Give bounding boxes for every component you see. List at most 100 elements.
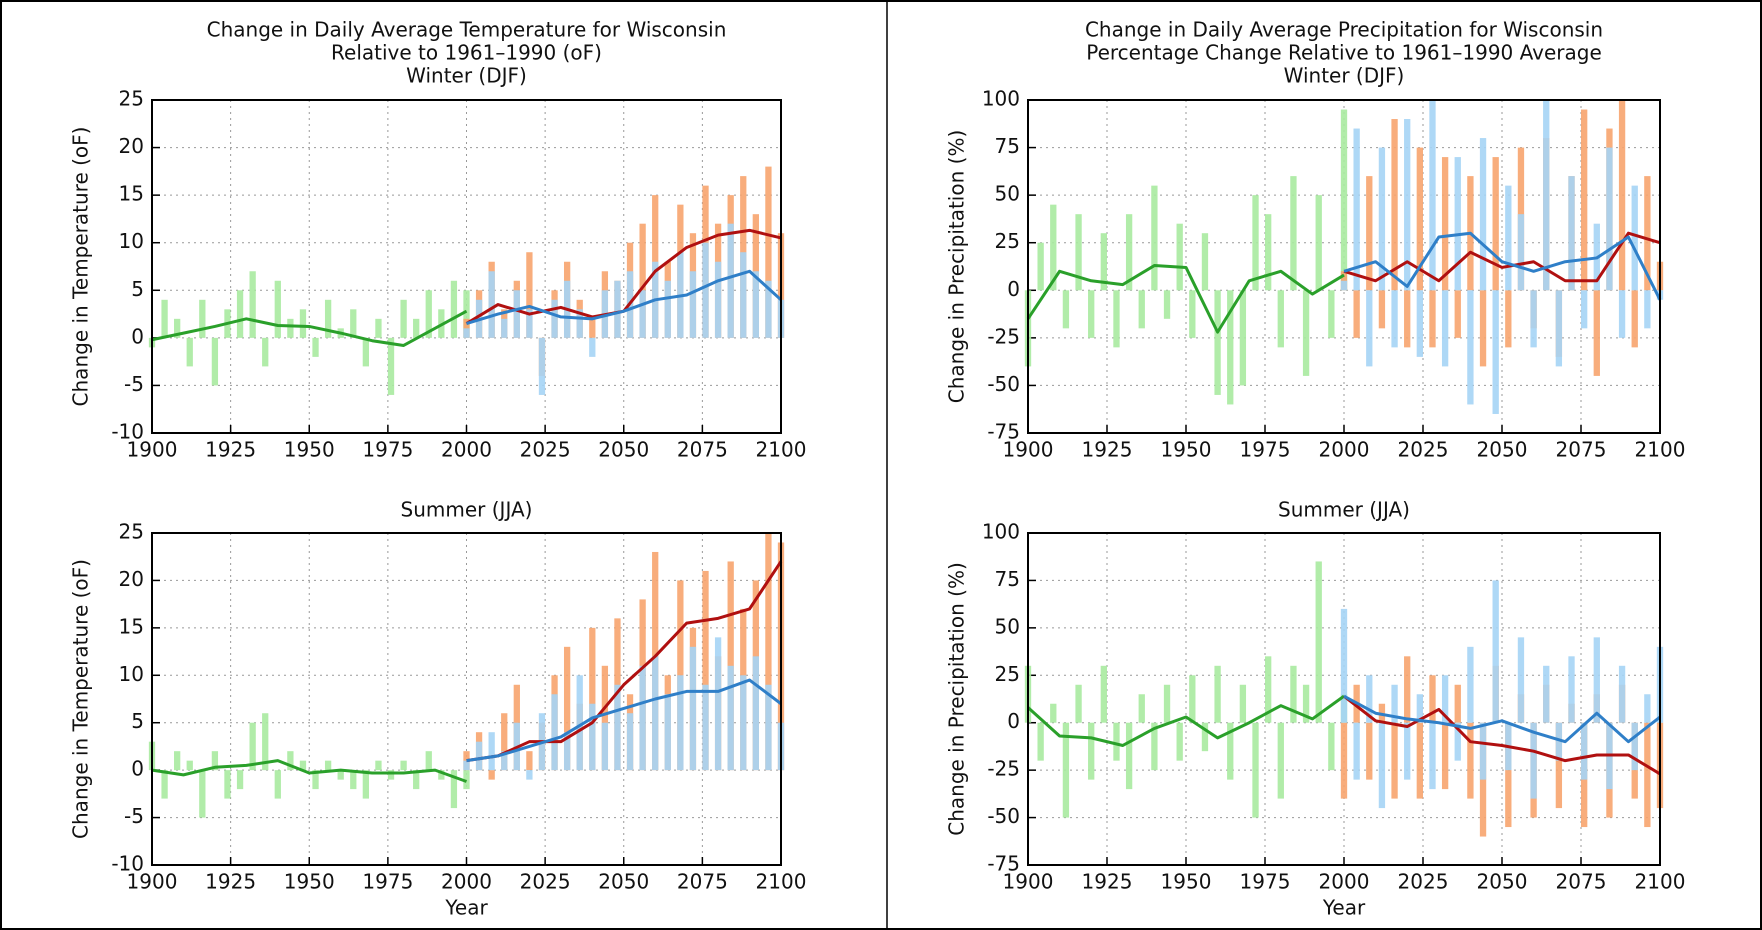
bar bbox=[1290, 176, 1297, 291]
bar bbox=[1555, 722, 1563, 809]
x-tick-label: 1950 bbox=[284, 870, 335, 894]
bar bbox=[551, 299, 558, 338]
x-tick-label: 1950 bbox=[284, 438, 335, 462]
bar bbox=[1378, 147, 1386, 291]
bar bbox=[1593, 290, 1600, 376]
chart-title: Change in Daily Average Temperature for … bbox=[207, 18, 727, 42]
bar bbox=[639, 290, 646, 338]
bar bbox=[1416, 722, 1423, 799]
bar bbox=[1631, 722, 1638, 771]
bar bbox=[262, 713, 269, 771]
bar bbox=[1201, 233, 1209, 291]
bar bbox=[589, 703, 596, 771]
bar bbox=[1492, 580, 1499, 723]
bar bbox=[1441, 290, 1449, 367]
bar bbox=[362, 337, 370, 367]
bar bbox=[262, 337, 269, 367]
bar bbox=[1277, 722, 1284, 799]
bar bbox=[1593, 637, 1600, 723]
bar bbox=[689, 646, 697, 771]
bar bbox=[1454, 157, 1461, 291]
bar bbox=[463, 290, 470, 338]
bar bbox=[1543, 665, 1550, 723]
y-tick-label: 50 bbox=[995, 614, 1020, 638]
y-tick-label: 15 bbox=[119, 182, 144, 206]
bar bbox=[1163, 290, 1171, 319]
bar bbox=[702, 242, 709, 338]
y-tick-label: 25 bbox=[995, 229, 1020, 253]
chart-title: Winter (DJF) bbox=[406, 64, 527, 88]
x-tick-label: 2100 bbox=[756, 870, 807, 894]
bar bbox=[1265, 656, 1272, 723]
y-tick-label: -5 bbox=[124, 804, 144, 828]
y-tick-label: 20 bbox=[119, 134, 144, 158]
bar bbox=[1404, 290, 1411, 348]
bar bbox=[1125, 722, 1133, 790]
bar bbox=[501, 713, 508, 771]
bar bbox=[337, 770, 344, 780]
bar bbox=[1631, 290, 1638, 348]
x-tick-label: 1975 bbox=[1240, 438, 1291, 462]
bar bbox=[186, 760, 193, 771]
bar bbox=[1492, 290, 1499, 414]
bar bbox=[1227, 290, 1234, 405]
y-tick-label: 10 bbox=[119, 662, 144, 686]
plot-frame bbox=[1027, 532, 1661, 866]
bar bbox=[589, 337, 596, 357]
bar bbox=[174, 751, 181, 771]
bar bbox=[765, 166, 772, 338]
bar bbox=[1340, 280, 1348, 291]
trend-line bbox=[151, 759, 468, 783]
y-tick-label: -75 bbox=[987, 852, 1020, 876]
bar bbox=[1176, 223, 1183, 291]
bar bbox=[1644, 722, 1651, 828]
y-tick-label: 0 bbox=[1007, 709, 1020, 733]
bar bbox=[601, 722, 609, 771]
bar bbox=[1404, 656, 1411, 723]
bar bbox=[1568, 656, 1575, 723]
x-tick-label: 2000 bbox=[441, 438, 492, 462]
bar bbox=[1631, 185, 1638, 291]
bar bbox=[450, 280, 458, 338]
bar bbox=[211, 337, 219, 386]
x-tick-label: 1900 bbox=[1003, 438, 1054, 462]
bar bbox=[1454, 722, 1461, 761]
bar bbox=[1328, 290, 1335, 338]
x-axis-label: Year bbox=[1322, 896, 1366, 920]
y-tick-label: 20 bbox=[119, 567, 144, 591]
bar bbox=[1391, 119, 1398, 291]
x-tick-label: 2075 bbox=[1556, 438, 1607, 462]
bar bbox=[1315, 195, 1322, 291]
bar bbox=[463, 770, 470, 790]
bar bbox=[765, 533, 772, 771]
chart-title: Percentage Change Relative to 1961–1990 … bbox=[1086, 41, 1602, 65]
x-tick-label: 1900 bbox=[127, 870, 178, 894]
trend-line bbox=[466, 560, 783, 763]
bar bbox=[249, 271, 256, 338]
plot-frame bbox=[151, 532, 782, 866]
bar bbox=[1505, 290, 1512, 348]
bar bbox=[702, 684, 709, 771]
bar bbox=[1378, 290, 1386, 329]
bar bbox=[1454, 290, 1461, 338]
bar bbox=[1467, 646, 1474, 723]
y-tick-label: 5 bbox=[131, 709, 144, 733]
bar bbox=[538, 337, 546, 395]
trend-line bbox=[466, 678, 782, 763]
x-tick-label: 2000 bbox=[441, 870, 492, 894]
x-tick-label: 2050 bbox=[1477, 870, 1528, 894]
bar bbox=[677, 675, 684, 771]
bar bbox=[1315, 561, 1322, 723]
bar bbox=[249, 722, 256, 771]
bar bbox=[1441, 675, 1449, 723]
bar bbox=[589, 627, 596, 771]
bar bbox=[1353, 722, 1360, 780]
bar bbox=[576, 309, 583, 338]
x-tick-label: 1925 bbox=[205, 870, 256, 894]
bar bbox=[1050, 703, 1057, 723]
y-axis-label: Change in Precipitation (%) bbox=[945, 562, 969, 836]
bar bbox=[1366, 722, 1373, 780]
bar bbox=[526, 252, 533, 338]
bar bbox=[274, 770, 281, 799]
